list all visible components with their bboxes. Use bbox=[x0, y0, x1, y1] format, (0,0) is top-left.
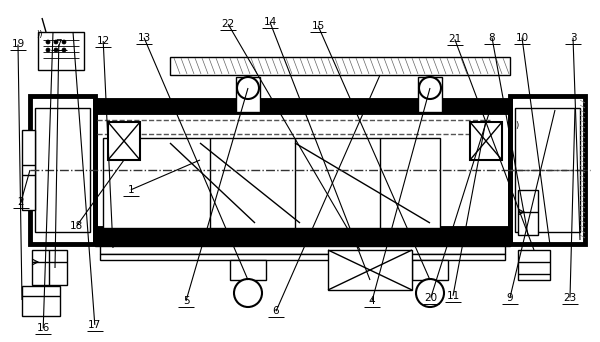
Bar bbox=[22, 130, 35, 210]
Text: 2: 2 bbox=[17, 197, 25, 207]
Text: 3: 3 bbox=[569, 32, 577, 43]
Text: 21: 21 bbox=[448, 34, 461, 44]
Bar bbox=[103, 138, 440, 228]
Bar bbox=[510, 96, 585, 244]
Circle shape bbox=[54, 48, 58, 52]
Text: 7: 7 bbox=[55, 39, 62, 50]
Text: 18: 18 bbox=[70, 221, 83, 231]
Text: 16: 16 bbox=[37, 323, 50, 333]
Text: 11: 11 bbox=[446, 291, 460, 301]
Bar bbox=[230, 260, 266, 280]
Bar bbox=[100, 246, 505, 254]
Bar bbox=[412, 260, 448, 280]
Circle shape bbox=[416, 279, 444, 307]
Bar bbox=[236, 77, 260, 112]
Text: 17: 17 bbox=[88, 320, 101, 330]
Bar bbox=[95, 228, 510, 240]
Text: 19: 19 bbox=[11, 39, 25, 50]
Circle shape bbox=[54, 40, 58, 44]
Circle shape bbox=[46, 48, 50, 52]
Bar bbox=[518, 250, 550, 280]
Text: 5: 5 bbox=[182, 296, 190, 306]
Circle shape bbox=[62, 40, 66, 44]
Text: 10: 10 bbox=[515, 32, 529, 43]
Bar bbox=[95, 100, 510, 112]
Bar bbox=[418, 77, 442, 112]
Circle shape bbox=[234, 279, 262, 307]
Bar bbox=[96, 112, 509, 228]
Bar bbox=[470, 122, 502, 160]
Bar bbox=[30, 96, 95, 244]
Bar bbox=[108, 122, 140, 160]
Text: 9: 9 bbox=[506, 292, 514, 303]
Text: ): ) bbox=[515, 121, 518, 130]
Bar bbox=[100, 254, 505, 260]
Bar bbox=[32, 250, 67, 285]
Circle shape bbox=[419, 77, 441, 99]
Text: 20: 20 bbox=[424, 292, 437, 303]
Bar bbox=[515, 108, 580, 232]
Bar bbox=[22, 286, 60, 316]
Text: 1: 1 bbox=[127, 185, 134, 195]
Bar bbox=[518, 190, 538, 235]
Text: 13: 13 bbox=[137, 32, 151, 43]
Text: 8: 8 bbox=[488, 32, 496, 43]
Text: 15: 15 bbox=[311, 21, 325, 31]
Bar bbox=[170, 57, 510, 75]
Text: 14: 14 bbox=[263, 17, 277, 27]
Text: 4: 4 bbox=[368, 296, 376, 306]
Text: 6: 6 bbox=[272, 306, 280, 316]
Text: 12: 12 bbox=[97, 36, 110, 46]
Bar bbox=[38, 32, 84, 70]
Bar bbox=[35, 108, 90, 232]
Circle shape bbox=[46, 40, 50, 44]
Text: )): )) bbox=[36, 30, 43, 39]
Text: 23: 23 bbox=[563, 292, 577, 303]
Text: 22: 22 bbox=[221, 19, 235, 29]
Circle shape bbox=[62, 48, 66, 52]
Bar bbox=[95, 240, 510, 246]
Circle shape bbox=[237, 77, 259, 99]
Bar bbox=[328, 250, 412, 290]
